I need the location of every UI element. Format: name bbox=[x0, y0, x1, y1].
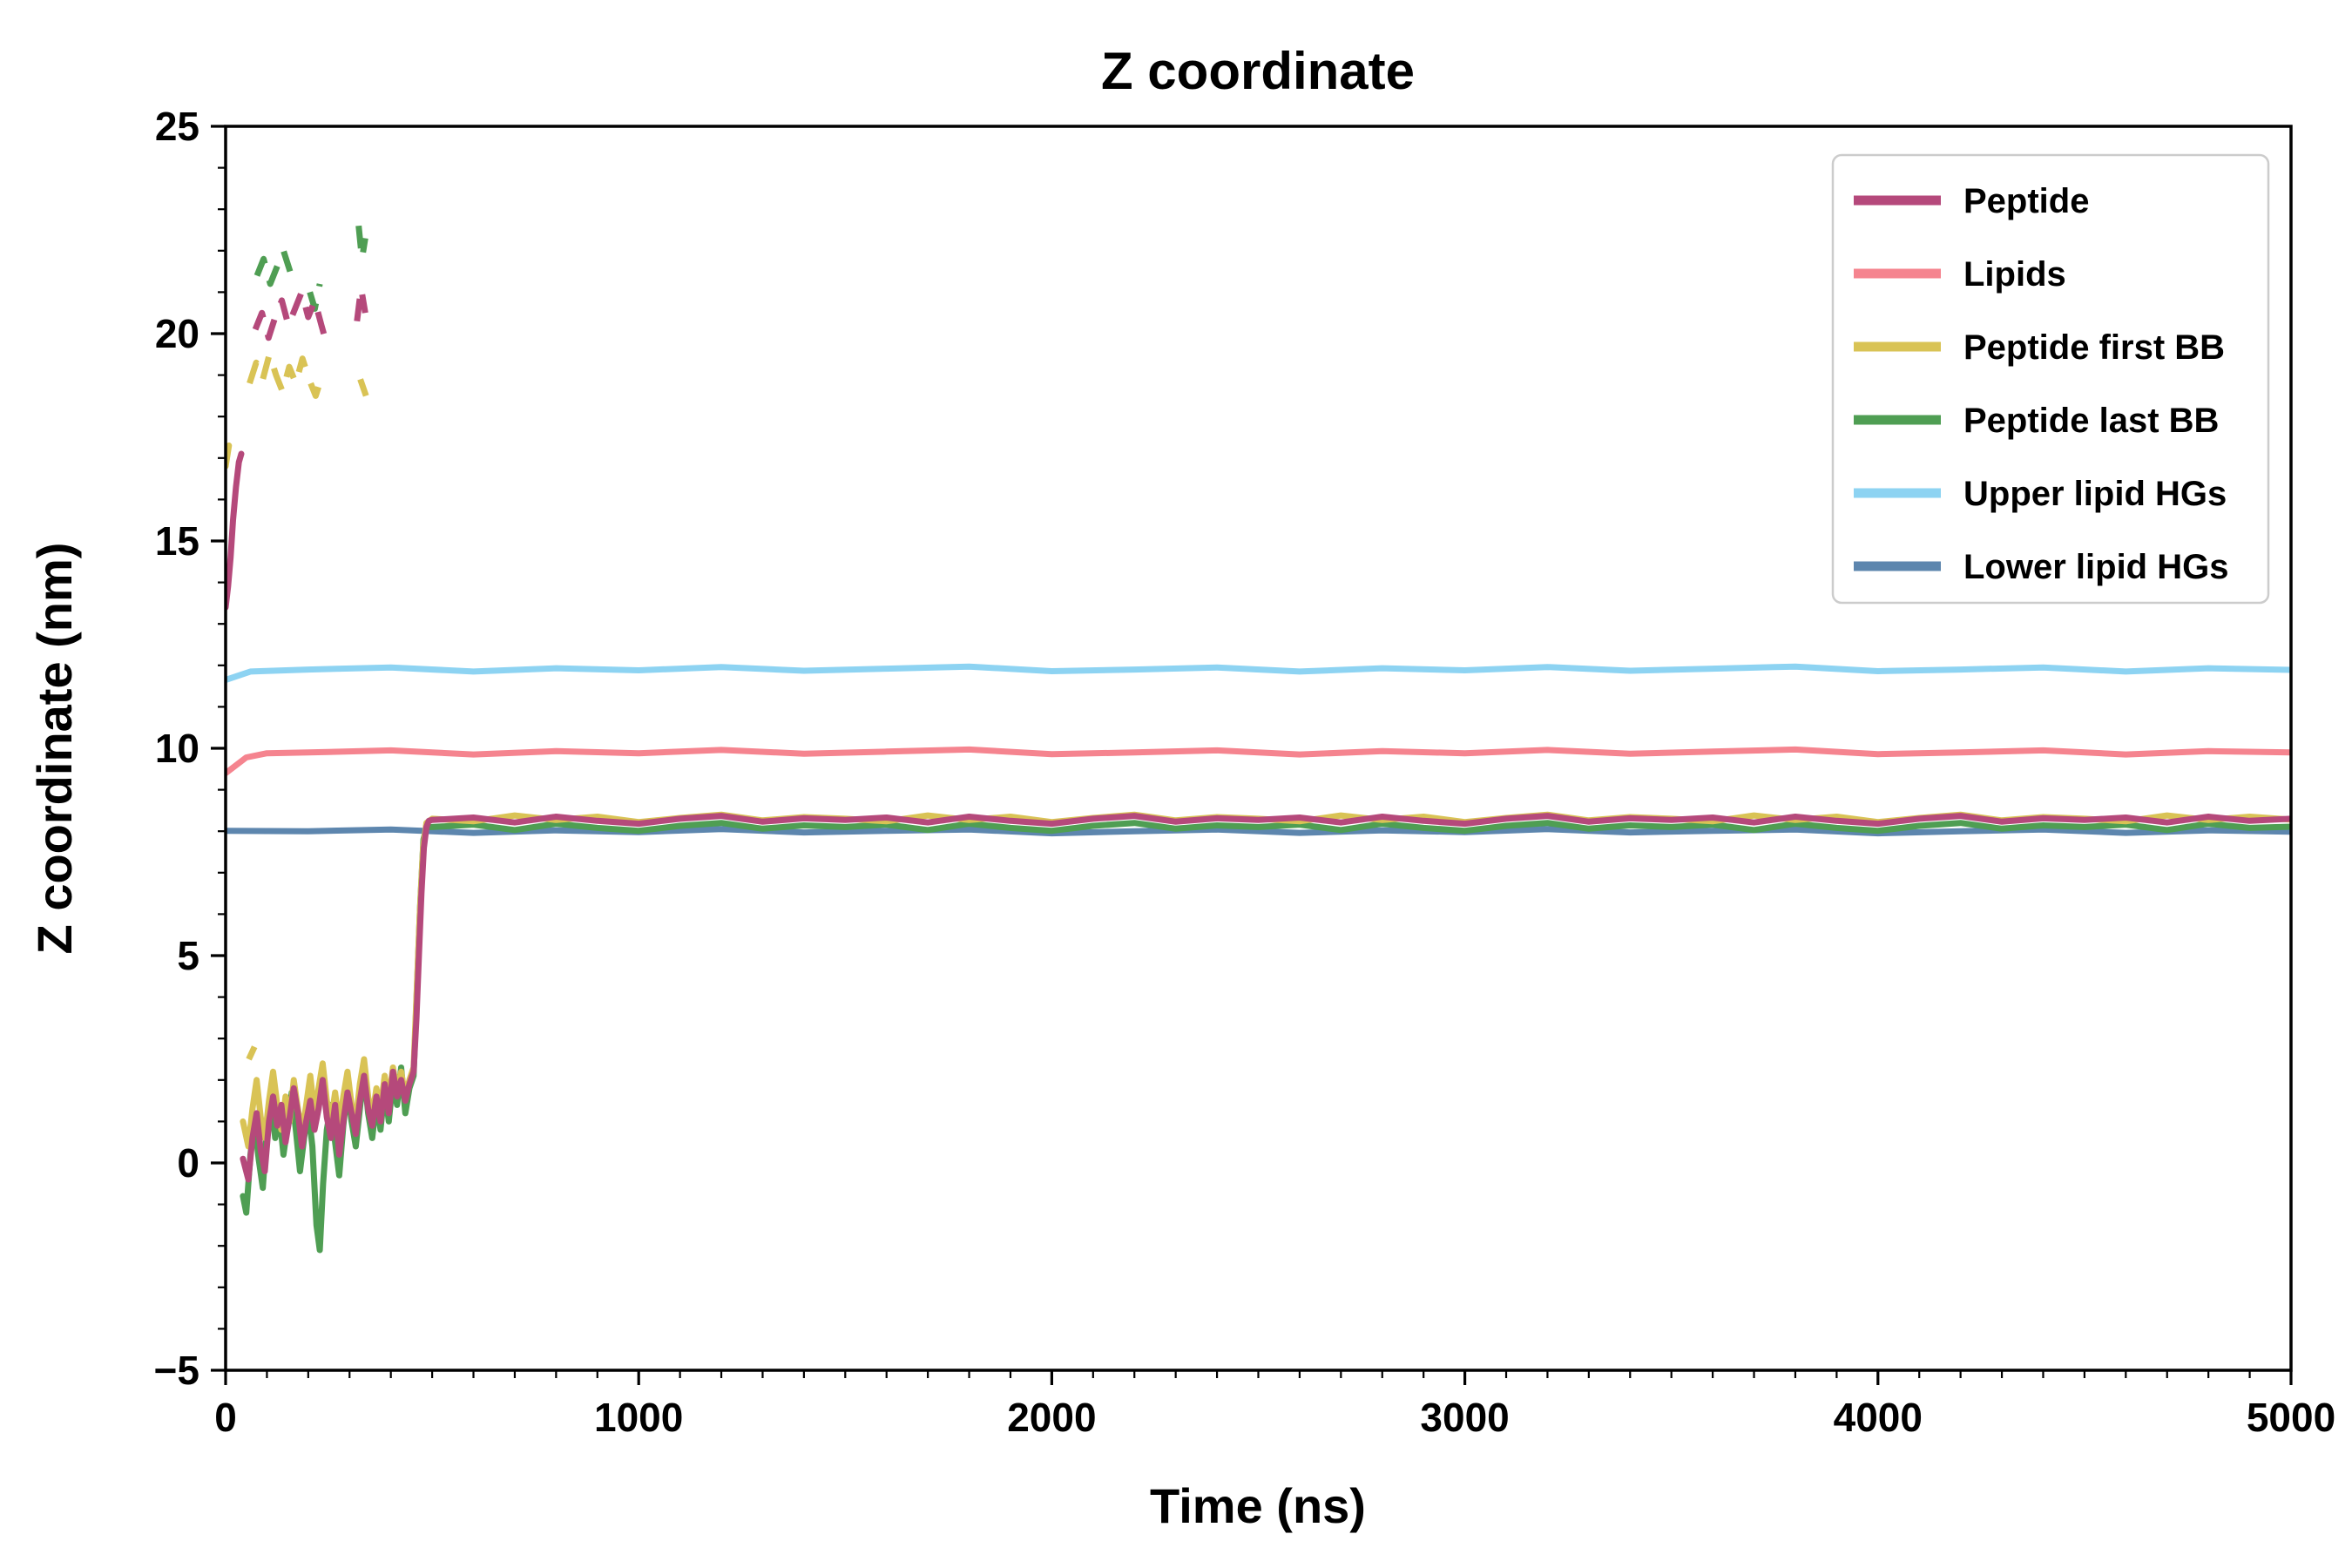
x-tick-label: 0 bbox=[214, 1395, 237, 1440]
series-peptide-first-bb-segment-4 bbox=[240, 811, 2291, 1150]
y-tick-label: 0 bbox=[177, 1140, 199, 1186]
series-peptide-last-bb-segment-2 bbox=[355, 225, 368, 262]
x-tick-label: 5000 bbox=[2247, 1395, 2335, 1440]
plot-layer: 0 1000 2000 3000 4000 5000 −5 0 5 10 15 20 25 Peptide… bbox=[154, 104, 2336, 1440]
series-peptide-segment-3 bbox=[240, 813, 2291, 1183]
legend-box bbox=[1831, 153, 2270, 605]
y-tick-label: 10 bbox=[155, 726, 199, 771]
legend-label-peptide-first-bb: Peptide first BB bbox=[1963, 328, 2225, 367]
series-lower-lipid-hgs-segment-0 bbox=[226, 826, 2291, 837]
chart-title: Z coordinate bbox=[1101, 42, 1415, 100]
series-peptide-last-bb-segment-1 bbox=[307, 283, 323, 312]
y-tick-label: 25 bbox=[155, 104, 199, 149]
series-layer bbox=[226, 225, 2291, 1254]
series-upper-lipid-hgs-segment-0 bbox=[226, 663, 2291, 683]
series-peptide-first-bb-segment-3 bbox=[246, 1045, 258, 1061]
legend-entry-lower-lipid-hgs: Lower lipid HGs bbox=[1854, 548, 2228, 586]
series-peptide-segment-2 bbox=[354, 285, 368, 322]
legend-label-peptide-last-bb: Peptide last BB bbox=[1963, 402, 2219, 440]
legend-entry-peptide: Peptide bbox=[1854, 182, 2089, 220]
x-axis-label: Time (ns) bbox=[1150, 1478, 1366, 1533]
series-lipids-segment-0 bbox=[226, 746, 2291, 777]
legend-entry-upper-lipid-hgs: Upper lipid HGs bbox=[1854, 475, 2227, 513]
legend-label-lower-lipid-hgs: Lower lipid HGs bbox=[1963, 548, 2228, 586]
legend: Peptide Lipids Peptide first BB Peptide las… bbox=[1831, 153, 2270, 605]
y-axis-label: Z coordinate (nm) bbox=[27, 543, 82, 955]
series-peptide-first-bb-segment-2 bbox=[357, 378, 369, 397]
legend-entry-lipids: Lipids bbox=[1854, 255, 2066, 294]
y-tick-label: −5 bbox=[154, 1348, 199, 1393]
series-peptide-first-bb-segment-1 bbox=[247, 351, 326, 399]
y-tick-label: 5 bbox=[177, 933, 199, 978]
legend-label-peptide: Peptide bbox=[1963, 182, 2089, 220]
x-tick-label: 1000 bbox=[594, 1395, 683, 1440]
series-peptide-last-bb-segment-3 bbox=[240, 820, 2291, 1254]
series-peptide-segment-0 bbox=[226, 450, 245, 611]
legend-entry-peptide-last-bb: Peptide last BB bbox=[1854, 402, 2219, 440]
legend-label-upper-lipid-hgs: Upper lipid HGs bbox=[1963, 475, 2227, 513]
x-tick-label: 3000 bbox=[1420, 1395, 1509, 1440]
legend-label-lipids: Lipids bbox=[1963, 255, 2066, 294]
legend-entry-peptide-first-bb: Peptide first BB bbox=[1854, 328, 2225, 367]
x-tick-label: 2000 bbox=[1007, 1395, 1096, 1440]
series-peptide-segment-1 bbox=[252, 288, 331, 348]
x-tick-label: 4000 bbox=[1834, 1395, 1923, 1440]
series-peptide-last-bb-segment-0 bbox=[253, 247, 294, 287]
y-tick-label: 20 bbox=[155, 311, 199, 356]
y-tick-label: 15 bbox=[155, 518, 199, 564]
ticks-layer: 0 1000 2000 3000 4000 5000 −5 0 5 10 15 20 25 bbox=[154, 104, 2336, 1440]
